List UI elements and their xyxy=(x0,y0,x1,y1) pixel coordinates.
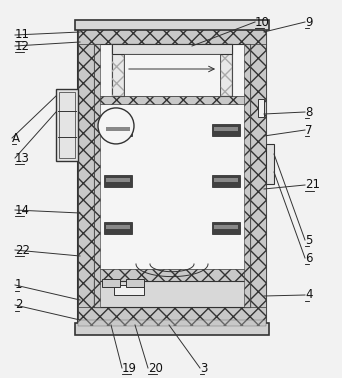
Bar xyxy=(112,44,232,54)
Bar xyxy=(94,269,250,281)
Bar xyxy=(75,20,269,30)
Text: 8: 8 xyxy=(305,105,312,118)
Text: 3: 3 xyxy=(200,361,207,375)
Bar xyxy=(212,222,240,234)
Bar xyxy=(94,96,250,104)
Text: 9: 9 xyxy=(305,15,313,28)
Bar xyxy=(106,178,130,181)
Bar xyxy=(94,44,100,307)
Bar xyxy=(78,320,266,326)
Text: 19: 19 xyxy=(122,361,137,375)
Bar xyxy=(214,178,238,181)
Bar xyxy=(78,28,266,44)
Text: 21: 21 xyxy=(305,178,320,192)
Bar xyxy=(104,222,132,234)
Bar xyxy=(220,44,232,96)
Bar xyxy=(104,175,132,187)
Text: 1: 1 xyxy=(15,279,23,291)
Bar xyxy=(214,225,238,229)
Bar xyxy=(258,99,264,117)
Text: 20: 20 xyxy=(148,361,163,375)
Bar xyxy=(78,28,266,323)
Bar xyxy=(59,92,75,158)
Bar xyxy=(112,44,124,96)
Bar xyxy=(104,124,132,136)
Bar xyxy=(114,285,144,295)
Bar xyxy=(266,144,274,184)
Text: 5: 5 xyxy=(305,234,312,246)
Bar xyxy=(212,124,240,136)
Text: 12: 12 xyxy=(15,39,30,53)
Text: 14: 14 xyxy=(15,203,30,217)
Bar xyxy=(124,54,220,96)
Text: 6: 6 xyxy=(305,251,313,265)
Text: 11: 11 xyxy=(15,28,30,42)
Bar xyxy=(75,323,269,335)
Bar xyxy=(102,279,120,287)
Bar xyxy=(112,44,124,96)
Bar xyxy=(78,28,94,323)
Bar xyxy=(78,307,266,323)
Bar xyxy=(244,44,250,307)
Text: 2: 2 xyxy=(15,299,23,311)
Bar xyxy=(106,127,130,131)
Bar xyxy=(94,281,250,307)
Text: 22: 22 xyxy=(15,243,30,257)
Text: 4: 4 xyxy=(305,288,313,302)
Bar xyxy=(220,44,232,96)
Bar xyxy=(214,127,238,131)
Bar xyxy=(250,28,266,323)
Bar xyxy=(56,89,78,161)
Circle shape xyxy=(98,108,134,144)
Bar xyxy=(106,225,130,229)
Bar xyxy=(94,44,250,307)
Text: 10: 10 xyxy=(255,15,270,28)
Text: A: A xyxy=(12,132,20,144)
Bar xyxy=(212,175,240,187)
Text: 7: 7 xyxy=(305,124,313,136)
Text: 13: 13 xyxy=(15,152,30,164)
Bar xyxy=(126,279,144,287)
